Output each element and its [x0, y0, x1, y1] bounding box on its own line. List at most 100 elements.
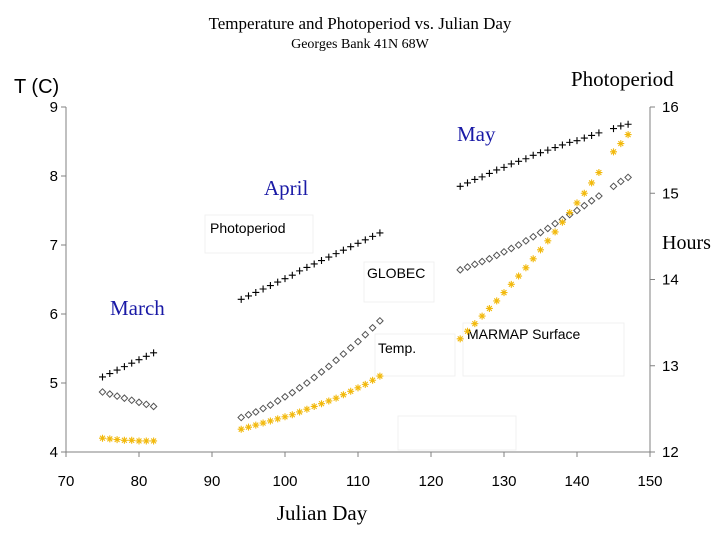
- data-point-photoperiod: [456, 182, 464, 190]
- x-tick-label: 70: [58, 473, 75, 490]
- data-point-globec: [142, 400, 151, 409]
- data-point-marmap: [369, 376, 377, 384]
- data-point-globec: [521, 236, 530, 245]
- y-right-tick-label: 13: [662, 358, 679, 375]
- data-point-globec: [368, 323, 377, 332]
- data-point-marmap: [339, 391, 347, 399]
- data-point-marmap: [522, 264, 530, 272]
- data-point-marmap: [318, 400, 325, 408]
- x-axis-label: Julian Day: [277, 501, 368, 525]
- data-point-globec: [609, 182, 618, 191]
- y-left-tick-label: 5: [50, 375, 58, 392]
- data-point-marmap: [274, 415, 282, 423]
- data-point-globec: [120, 394, 129, 403]
- x-tick-label: 120: [418, 473, 443, 490]
- series-marmap: [99, 131, 632, 445]
- y-axis-right-label: Photoperiod: [571, 67, 674, 91]
- series-globec: [98, 173, 633, 422]
- annotation-box-marmap: [462, 322, 625, 377]
- data-point-marmap: [617, 140, 625, 148]
- data-point-photoperiod: [150, 349, 158, 357]
- data-point-photoperiod: [361, 236, 369, 244]
- data-point-globec: [375, 316, 384, 325]
- data-point-marmap: [106, 435, 114, 443]
- data-point-photoperiod: [120, 363, 128, 371]
- series-photoperiod: [99, 120, 632, 381]
- data-point-globec: [594, 192, 603, 200]
- annotation-globec: GLOBEC: [367, 265, 425, 281]
- data-point-photoperiod: [617, 122, 625, 130]
- data-point-photoperiod: [551, 144, 559, 152]
- data-point-marmap: [128, 436, 136, 444]
- data-point-globec: [565, 210, 574, 219]
- data-marks: [98, 120, 633, 445]
- data-point-marmap: [544, 237, 552, 245]
- data-point-marmap: [237, 425, 245, 433]
- data-point-marmap: [624, 131, 632, 139]
- data-point-marmap: [529, 255, 537, 263]
- y-left-tick-label: 8: [50, 168, 58, 185]
- data-point-globec: [332, 356, 341, 365]
- month-label-may: May: [457, 122, 496, 146]
- data-point-globec: [259, 404, 268, 413]
- data-point-photoperiod: [566, 138, 574, 146]
- data-point-globec: [98, 388, 107, 396]
- data-point-photoperiod: [471, 175, 479, 183]
- data-point-globec: [244, 410, 253, 419]
- data-point-globec: [281, 392, 289, 401]
- data-point-marmap: [361, 380, 369, 388]
- data-point-photoperiod: [303, 263, 311, 271]
- data-point-marmap: [595, 169, 603, 177]
- data-point-globec: [324, 362, 333, 371]
- data-point-globec: [251, 408, 260, 416]
- data-point-marmap: [303, 405, 311, 413]
- y-right-tick-label: 12: [662, 444, 679, 461]
- annotation-photoperiod: Photoperiod: [210, 220, 286, 236]
- data-point-marmap: [142, 437, 150, 445]
- data-point-globec: [354, 337, 362, 346]
- data-point-marmap: [573, 199, 581, 207]
- data-point-marmap: [99, 434, 106, 442]
- data-point-marmap: [332, 394, 340, 402]
- data-point-marmap: [456, 335, 464, 343]
- data-point-globec: [361, 330, 370, 339]
- data-point-photoperiod: [376, 229, 384, 237]
- data-point-photoperiod: [529, 151, 537, 159]
- data-point-globec: [346, 343, 355, 352]
- data-point-photoperiod: [485, 169, 493, 177]
- data-point-globec: [310, 373, 319, 382]
- data-point-photoperiod: [354, 239, 362, 247]
- data-point-photoperiod: [288, 271, 296, 279]
- data-point-photoperiod: [339, 246, 347, 254]
- data-point-globec: [456, 265, 465, 274]
- x-tick-label: 100: [272, 473, 297, 490]
- data-point-globec: [492, 251, 501, 260]
- data-point-marmap: [288, 411, 296, 419]
- data-point-globec: [478, 257, 487, 266]
- y-axis-left-label: T (C): [14, 76, 59, 98]
- data-point-photoperiod: [318, 257, 325, 265]
- data-point-marmap: [252, 421, 260, 429]
- data-point-globec: [551, 219, 560, 228]
- data-point-globec: [573, 206, 581, 215]
- y-axis-right-hours-label: Hours: [662, 232, 711, 254]
- data-point-globec: [485, 254, 494, 263]
- data-point-photoperiod: [500, 163, 508, 171]
- annotation-box-photoperiod: [204, 214, 314, 254]
- annotation-box-empty: [397, 415, 517, 451]
- x-tick-label: 90: [204, 473, 221, 490]
- data-point-globec: [149, 402, 158, 411]
- data-point-globec: [543, 224, 552, 233]
- data-point-marmap: [150, 437, 158, 445]
- data-point-marmap: [485, 304, 493, 312]
- data-point-photoperiod: [128, 359, 136, 367]
- data-point-marmap: [580, 189, 588, 197]
- data-point-marmap: [610, 148, 617, 156]
- annotation-boxes: Photoperiod GLOBEC Temp. MARMAP Surface: [204, 214, 625, 451]
- x-tick-label: 150: [637, 473, 662, 490]
- data-point-globec: [587, 196, 596, 205]
- data-point-photoperiod: [624, 120, 632, 128]
- data-point-photoperiod: [347, 243, 355, 251]
- annotation-box-temp: [374, 333, 456, 377]
